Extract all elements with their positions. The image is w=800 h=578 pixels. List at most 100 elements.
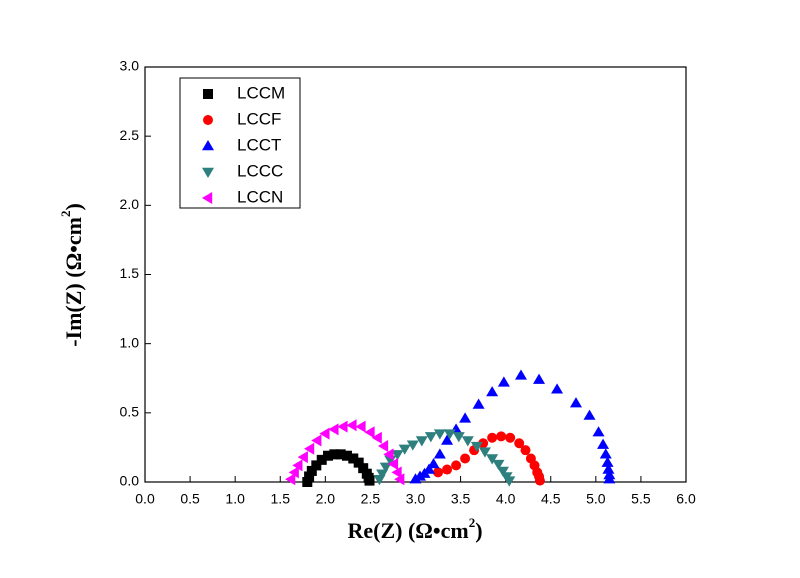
point (371, 431, 382, 444)
point (304, 471, 315, 482)
point (496, 431, 507, 442)
x-label-main: Re(Z) (Ω•cm (347, 518, 468, 543)
point (423, 463, 436, 474)
y-tick-label: 3.0 (120, 58, 140, 74)
legend-label: LCCN (237, 187, 283, 206)
point (297, 451, 308, 464)
point (460, 453, 471, 464)
point (583, 409, 596, 420)
point (533, 373, 546, 384)
point (353, 457, 364, 468)
point (394, 473, 405, 486)
legend-marker (202, 140, 214, 151)
point (335, 449, 346, 460)
point (355, 420, 366, 433)
point (427, 458, 440, 469)
point (599, 448, 612, 459)
point (302, 477, 313, 487)
point (364, 475, 375, 486)
point (433, 467, 444, 478)
point (602, 463, 615, 474)
point (328, 423, 339, 436)
y-axis-label: -Im(Z) (Ω•cm2) (58, 203, 86, 347)
point (358, 463, 369, 474)
point (472, 398, 485, 409)
x-tick-label: 4.5 (541, 491, 561, 507)
point (492, 459, 505, 471)
y-tick-label: 1.5 (120, 265, 140, 281)
point (348, 453, 359, 464)
y-tick-label: 1.0 (120, 334, 140, 350)
point (486, 454, 499, 465)
point (597, 438, 610, 449)
legend-marker (202, 192, 213, 204)
point (452, 432, 465, 443)
point (406, 440, 419, 451)
point (505, 432, 516, 443)
x-label-sup: 2 (469, 515, 476, 530)
point (601, 456, 614, 467)
x-tick-label: 0.0 (135, 491, 155, 507)
point (514, 438, 525, 449)
point (503, 476, 516, 487)
point (391, 466, 402, 479)
point (304, 442, 315, 455)
point (470, 441, 483, 453)
legend-box (179, 77, 301, 209)
point (496, 466, 509, 477)
point (534, 475, 545, 486)
point (346, 419, 357, 432)
legend-label: LCCM (237, 83, 285, 102)
point (311, 460, 322, 471)
legend-label: LCCF (237, 109, 281, 128)
y-label-end: ) (61, 203, 86, 210)
point (288, 466, 299, 479)
y-label-sup: 2 (58, 211, 73, 218)
point (461, 436, 474, 447)
point (292, 459, 303, 472)
point (337, 420, 348, 433)
point (415, 436, 428, 447)
y-tick-label: 2.0 (120, 196, 140, 212)
point (603, 473, 616, 484)
point (433, 448, 446, 459)
point (341, 450, 352, 461)
point (316, 454, 327, 465)
point (451, 460, 462, 471)
x-tick-label: 5.5 (631, 491, 651, 507)
x-tick-label: 2.0 (316, 491, 336, 507)
point (486, 386, 499, 397)
legend-marker (203, 115, 213, 125)
x-tick-label: 2.5 (361, 491, 381, 507)
point (387, 458, 399, 471)
point (478, 438, 489, 449)
point (391, 450, 404, 461)
x-tick-label: 6.0 (676, 491, 696, 507)
point (433, 429, 446, 440)
x-tick-label: 1.0 (225, 491, 245, 507)
point (376, 469, 389, 480)
y-tick-label: 0.0 (120, 473, 140, 489)
x-tick-label: 4.0 (496, 491, 516, 507)
point (443, 429, 456, 440)
x-tick-label: 0.5 (180, 491, 200, 507)
point (424, 432, 437, 443)
point (329, 449, 340, 460)
x-axis-label: Re(Z) (Ω•cm2) (347, 515, 482, 543)
point (459, 412, 472, 423)
point (285, 473, 296, 486)
point (569, 397, 582, 408)
point (520, 445, 531, 456)
point (377, 440, 389, 453)
x-tick-label: 3.5 (451, 491, 471, 507)
point (497, 376, 510, 387)
y-tick-label: 0.5 (120, 404, 140, 420)
point (398, 444, 411, 455)
legend-label: LCCT (237, 135, 281, 154)
point (306, 465, 317, 476)
point (383, 448, 394, 461)
point (379, 462, 392, 473)
point (478, 447, 491, 458)
x-tick-label: 3.0 (406, 491, 426, 507)
